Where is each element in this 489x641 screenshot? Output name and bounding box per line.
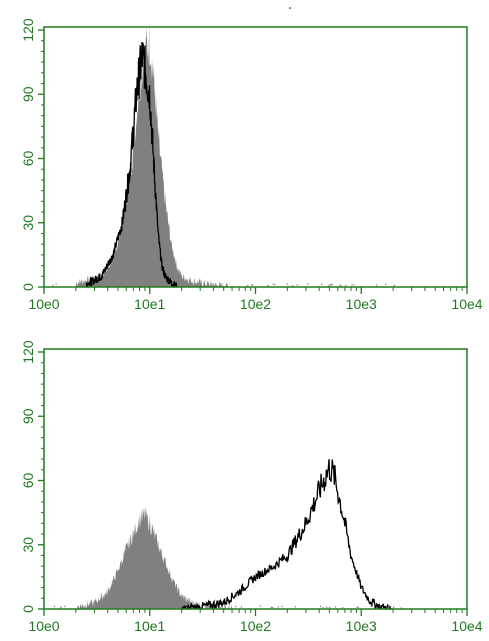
baseline-event	[197, 283, 200, 285]
baseline-event	[356, 606, 358, 608]
baseline-event	[351, 284, 353, 286]
stray-dot	[289, 7, 291, 9]
y-tick-label: 0	[20, 283, 36, 291]
y-tick-label: 120	[20, 18, 36, 42]
y-tick-label: 30	[20, 537, 36, 553]
baseline-event	[212, 284, 214, 287]
plot-frame	[43, 26, 468, 288]
baseline-event	[370, 605, 372, 607]
baseline-event	[78, 283, 81, 286]
baseline-event	[379, 605, 381, 607]
baseline-event	[251, 284, 254, 286]
baseline-event	[95, 606, 97, 609]
baseline-event	[291, 285, 294, 287]
baseline-event	[357, 606, 359, 608]
filled-histogram-series-1	[75, 506, 232, 609]
x-tick-label: 10e3	[346, 618, 377, 634]
baseline-event	[234, 605, 237, 608]
x-tick-label: 10e3	[346, 296, 377, 312]
y-tick-label: 0	[20, 605, 36, 613]
baseline-event	[272, 283, 274, 285]
baseline-event	[384, 283, 387, 286]
baseline-event	[204, 606, 206, 608]
x-tick-label: 10e2	[240, 296, 271, 312]
baseline-event	[345, 284, 347, 287]
baseline-event	[60, 606, 62, 608]
baseline-event	[219, 284, 221, 286]
baseline-event	[226, 284, 228, 286]
baseline-event	[392, 606, 395, 608]
baseline-event	[134, 607, 136, 609]
baseline-event	[375, 284, 378, 286]
x-tick-label: 10e0	[28, 296, 59, 312]
top-histogram-panel: 0 30 60 90 120 10e0 10e1 10e2 10e3 10e4	[20, 18, 483, 312]
baseline-event	[53, 605, 56, 608]
baseline-event	[93, 284, 96, 287]
baseline-event	[86, 605, 89, 608]
baseline-event	[212, 283, 214, 285]
baseline-event	[272, 606, 274, 609]
baseline-event	[388, 606, 390, 608]
baseline-event	[109, 605, 111, 608]
baseline-event	[64, 605, 66, 608]
baseline-event	[55, 283, 57, 285]
baseline-event	[326, 606, 328, 608]
y-tick-label: 120	[20, 340, 36, 364]
baseline-event	[320, 283, 323, 286]
baseline-event	[342, 607, 344, 609]
baseline-event	[274, 283, 276, 286]
bottom-histogram-panel: 0 30 60 90 120 10e0 10e1 10e2 10e3 10e4	[20, 340, 483, 634]
baseline-event	[148, 285, 150, 287]
x-tick-label: 10e1	[134, 296, 165, 312]
x-tick-label: 10e4	[451, 618, 482, 634]
y-tick-label: 90	[20, 408, 36, 424]
baseline-event	[331, 283, 333, 286]
baseline-event	[294, 606, 297, 608]
baseline-event	[101, 606, 104, 609]
baseline-event	[52, 284, 54, 286]
baseline-event	[330, 284, 332, 286]
baseline-event	[277, 606, 280, 608]
baseline-event	[270, 606, 273, 609]
y-tick-label: 30	[20, 215, 36, 231]
outline-histogram-series-1	[181, 459, 394, 611]
x-tick-label: 10e4	[451, 296, 482, 312]
baseline-event	[142, 283, 144, 285]
baseline-event	[247, 284, 249, 287]
baseline-event	[219, 607, 221, 609]
baseline-event	[329, 606, 331, 608]
plot-frame	[43, 348, 468, 610]
outline-histogram-series-0	[85, 42, 178, 288]
baseline-event	[259, 605, 262, 607]
y-tick-label: 60	[20, 151, 36, 167]
x-tick-label: 10e1	[134, 618, 165, 634]
baseline-event	[154, 606, 156, 608]
baseline-event	[339, 284, 341, 286]
baseline-event	[240, 606, 242, 608]
baseline-event	[194, 285, 196, 287]
baseline-event	[296, 284, 298, 286]
baseline-event	[320, 605, 322, 608]
baseline-event	[109, 283, 112, 286]
baseline-event	[307, 283, 309, 285]
x-tick-label: 10e2	[240, 618, 271, 634]
baseline-event	[267, 284, 269, 287]
baseline-event	[322, 607, 324, 609]
x-tick-label: 10e0	[28, 618, 59, 634]
y-tick-label: 60	[20, 473, 36, 489]
baseline-event	[281, 605, 283, 608]
baseline-event	[221, 606, 223, 608]
baseline-event	[353, 284, 355, 286]
baseline-event	[185, 606, 188, 609]
y-tick-label: 90	[20, 86, 36, 102]
baseline-event	[393, 284, 396, 287]
baseline-event	[203, 285, 205, 287]
baseline-event	[286, 283, 289, 285]
baseline-event	[334, 606, 337, 608]
baseline-event	[103, 284, 106, 287]
